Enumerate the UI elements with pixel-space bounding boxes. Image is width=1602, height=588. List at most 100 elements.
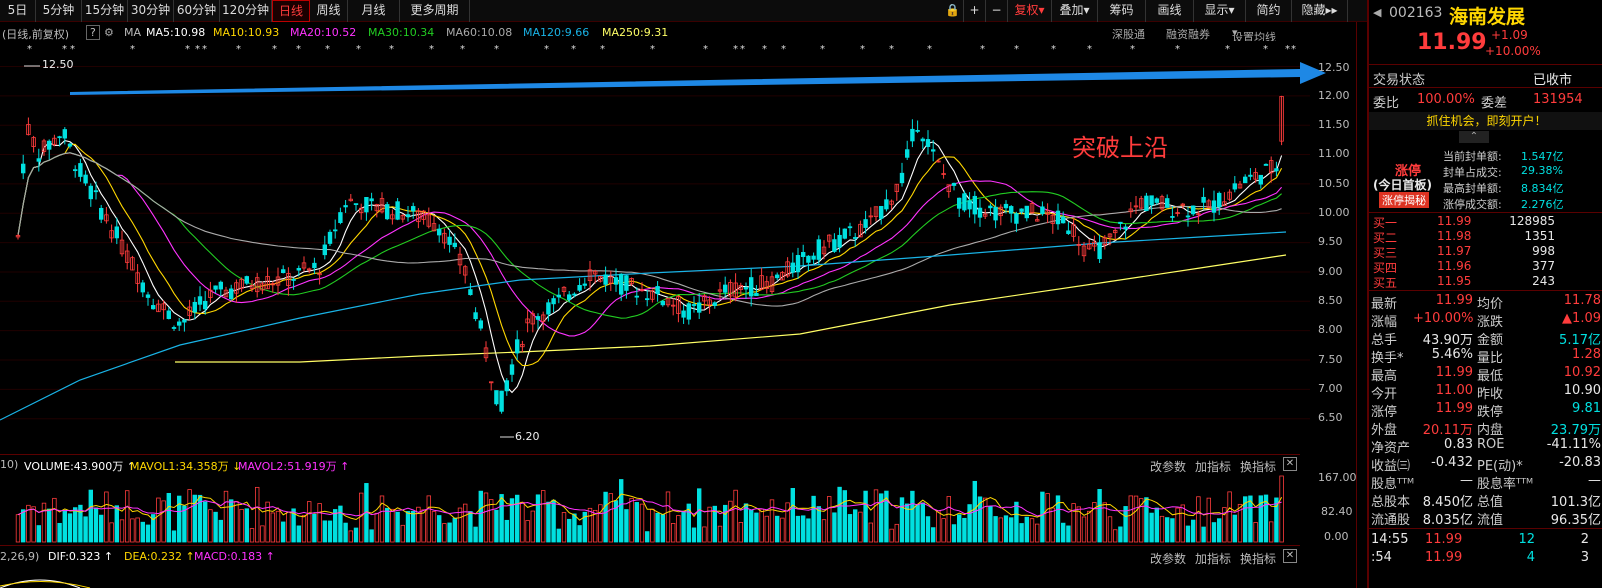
bid-price[interactable]: 11.98 (1437, 229, 1472, 243)
volume-bar (671, 523, 676, 543)
period-daily[interactable]: 日线 (272, 0, 310, 22)
volume-bar (780, 517, 785, 543)
prev-stock-icon[interactable]: ◀ (1373, 6, 1382, 19)
candle-body (504, 380, 509, 392)
volume-bar (1263, 494, 1269, 543)
quote-label: 今开 (1371, 387, 1398, 402)
bid-price[interactable]: 11.96 (1437, 259, 1472, 273)
event-marker-icon: * (429, 44, 434, 55)
quote-label: 量比 (1477, 351, 1504, 366)
period-60min[interactable]: 60分钟 (174, 0, 220, 22)
volume-bar (764, 515, 769, 543)
candle-body (1232, 183, 1237, 190)
quote-value: 10.92 (1563, 365, 1601, 380)
period-30min[interactable]: 30分钟 (128, 0, 174, 22)
volume-bar (775, 515, 780, 543)
macd-change-params[interactable]: 改参数 (1150, 552, 1187, 566)
macd-add-indicator[interactable]: 加指标 (1195, 552, 1232, 566)
bid-price[interactable]: 11.97 (1437, 244, 1472, 258)
volume-bar (561, 512, 567, 543)
volume-bar (31, 506, 36, 543)
event-marker-icon: * (130, 44, 135, 55)
simple-mode-button[interactable]: 简约 (1246, 0, 1292, 22)
volume-bar (743, 503, 749, 543)
macd-switch-indicator[interactable]: 换指标 (1240, 552, 1277, 566)
volume-bar (546, 501, 551, 543)
collapse-icon[interactable]: ⌃ (1459, 131, 1489, 143)
volume-bar (582, 511, 587, 543)
overlay-button[interactable]: 叠加▾ (1052, 0, 1098, 22)
draw-line-button[interactable]: 画线 (1146, 0, 1194, 22)
volume-bar (863, 490, 868, 543)
event-marker-icon: * (70, 44, 75, 55)
bid-price[interactable]: 11.99 (1437, 214, 1472, 228)
candle-body (1191, 205, 1196, 215)
volume-bar (915, 504, 920, 543)
margin-trading-link[interactable]: 融资融券 (1166, 28, 1210, 41)
event-marker-icon: * (27, 44, 32, 55)
rights-adjust-button[interactable]: 复权▾ (1008, 0, 1052, 22)
candle-body (312, 262, 317, 269)
volume-bar (119, 519, 125, 543)
volume-bar (447, 522, 452, 543)
candle-body (1029, 203, 1035, 214)
event-marker-icon: * (325, 44, 330, 55)
bid-price[interactable]: 11.95 (1437, 274, 1472, 288)
open-account-banner[interactable]: 抓住机会，即刻开户！ (1369, 112, 1602, 130)
period-5min[interactable]: 5分钟 (36, 0, 82, 22)
lock-icon[interactable]: 🔒 (942, 0, 964, 22)
vol-switch-indicator[interactable]: 换指标 (1240, 460, 1277, 474)
ma-settings-dropdown[interactable]: 设置均线 ▾ (1232, 26, 1276, 41)
kline-chart[interactable]: * * * * * * * * * * * * * * * * * * * * * * * * * * * * * * * * * * * * * * * (0, 0, 1367, 588)
volume-bar (925, 516, 931, 543)
price-tick: 10.50 (1318, 177, 1350, 190)
macd-close-icon[interactable]: ✕ (1283, 549, 1297, 563)
more-periods-dropdown[interactable]: 更多周期 (400, 0, 470, 22)
gear-icon[interactable]: ⚙ (104, 26, 114, 39)
volume-bar (1269, 521, 1274, 543)
candle-body (925, 139, 931, 147)
bid-level-label: 买二 (1373, 231, 1398, 245)
candle-body (1170, 216, 1175, 218)
candle-body (452, 242, 457, 248)
quote-value: 43.90万 (1422, 333, 1473, 348)
hk-connect-link[interactable]: 深股通 (1112, 28, 1145, 41)
limit-up-detail-button[interactable]: 涨停揭秘 (1379, 192, 1429, 208)
period-15min[interactable]: 15分钟 (82, 0, 128, 22)
candle-body (405, 214, 411, 218)
volume-bar (15, 514, 21, 543)
candle-body (249, 285, 255, 289)
candle-body (977, 207, 983, 218)
candle-body (1123, 226, 1128, 230)
help-icon[interactable]: ? (86, 25, 100, 40)
price-change: +1.09 (1491, 28, 1528, 42)
candle-body (358, 207, 364, 214)
plus-icon[interactable]: + (964, 0, 986, 22)
period-120min[interactable]: 120分钟 (220, 0, 272, 22)
candle-body (801, 252, 806, 258)
vol-change-params[interactable]: 改参数 (1150, 460, 1187, 474)
volume-bar (1040, 491, 1045, 543)
candle-body (1165, 198, 1170, 208)
candle-body (1009, 206, 1014, 214)
display-button[interactable]: 显示▾ (1194, 0, 1246, 22)
volume-bar (1139, 498, 1144, 543)
vol-close-icon[interactable]: ✕ (1283, 457, 1297, 471)
period-weekly[interactable]: 周线 (310, 0, 348, 22)
quote-value: 9.81 (1572, 401, 1601, 416)
candle-body (1258, 174, 1263, 185)
vol-tick: 82.40 (1321, 505, 1353, 518)
chips-button[interactable]: 筹码 (1098, 0, 1146, 22)
period-monthly[interactable]: 月线 (348, 0, 400, 22)
volume-bar (946, 496, 951, 543)
volume-bar (312, 513, 317, 543)
candle-body (884, 199, 889, 210)
candle-body (499, 390, 504, 412)
vol-add-indicator[interactable]: 加指标 (1195, 460, 1232, 474)
volume-bar (62, 509, 67, 543)
candle-body (863, 219, 868, 228)
period-5day[interactable]: 5日 (0, 0, 36, 22)
minus-icon[interactable]: − (986, 0, 1008, 22)
candle-body (920, 138, 925, 142)
hide-button[interactable]: 隐藏▸▸ (1292, 0, 1348, 22)
